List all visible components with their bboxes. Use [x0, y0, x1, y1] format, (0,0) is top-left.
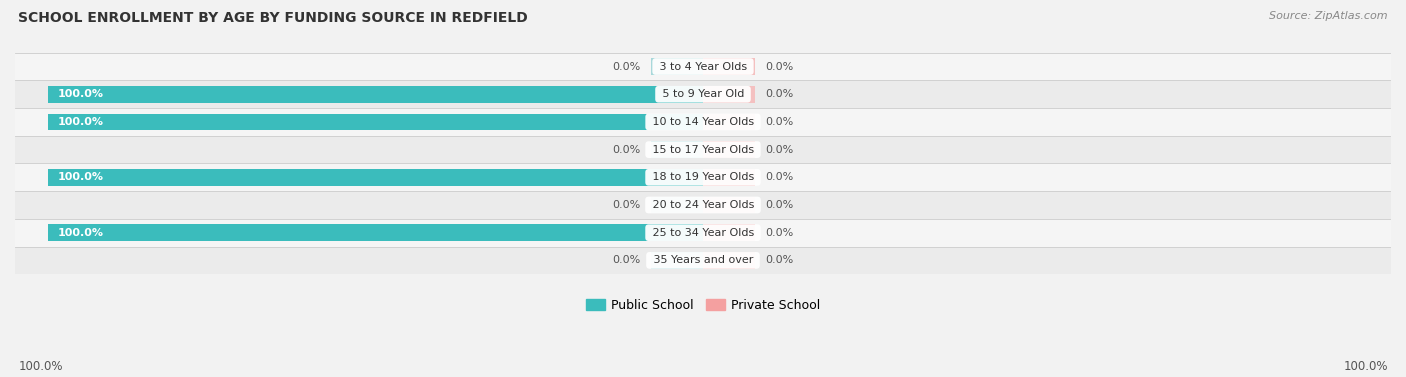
Text: 0.0%: 0.0% — [613, 200, 641, 210]
Bar — [651, 197, 703, 213]
Legend: Public School, Private School: Public School, Private School — [581, 294, 825, 317]
Text: 0.0%: 0.0% — [613, 255, 641, 265]
Bar — [48, 169, 703, 185]
Bar — [651, 252, 703, 269]
Bar — [48, 113, 703, 130]
Bar — [703, 58, 755, 75]
Bar — [15, 191, 1391, 219]
Bar — [15, 219, 1391, 247]
Text: 15 to 17 Year Olds: 15 to 17 Year Olds — [648, 145, 758, 155]
Text: 0.0%: 0.0% — [765, 228, 793, 238]
Bar — [703, 86, 755, 103]
Text: 100.0%: 100.0% — [18, 360, 63, 373]
Bar — [703, 169, 755, 185]
Text: 0.0%: 0.0% — [765, 255, 793, 265]
Bar — [703, 252, 755, 269]
Text: 100.0%: 100.0% — [58, 172, 104, 182]
Text: 3 to 4 Year Olds: 3 to 4 Year Olds — [655, 61, 751, 72]
Bar — [15, 247, 1391, 274]
Text: 0.0%: 0.0% — [613, 145, 641, 155]
Text: 0.0%: 0.0% — [765, 145, 793, 155]
Text: SCHOOL ENROLLMENT BY AGE BY FUNDING SOURCE IN REDFIELD: SCHOOL ENROLLMENT BY AGE BY FUNDING SOUR… — [18, 11, 529, 25]
Text: 0.0%: 0.0% — [765, 117, 793, 127]
Text: 18 to 19 Year Olds: 18 to 19 Year Olds — [648, 172, 758, 182]
Text: 0.0%: 0.0% — [765, 172, 793, 182]
Bar — [48, 224, 703, 241]
Text: 35 Years and over: 35 Years and over — [650, 255, 756, 265]
Bar — [703, 197, 755, 213]
Text: 10 to 14 Year Olds: 10 to 14 Year Olds — [648, 117, 758, 127]
Bar — [703, 141, 755, 158]
Text: 100.0%: 100.0% — [1343, 360, 1388, 373]
Bar — [703, 224, 755, 241]
Text: 0.0%: 0.0% — [613, 61, 641, 72]
Bar — [15, 164, 1391, 191]
Bar — [48, 86, 703, 103]
Text: 0.0%: 0.0% — [765, 89, 793, 99]
Text: 25 to 34 Year Olds: 25 to 34 Year Olds — [648, 228, 758, 238]
Bar — [651, 58, 703, 75]
Text: 0.0%: 0.0% — [765, 61, 793, 72]
Text: Source: ZipAtlas.com: Source: ZipAtlas.com — [1270, 11, 1388, 21]
Bar — [651, 141, 703, 158]
Text: 20 to 24 Year Olds: 20 to 24 Year Olds — [648, 200, 758, 210]
Bar — [15, 53, 1391, 80]
Text: 5 to 9 Year Old: 5 to 9 Year Old — [658, 89, 748, 99]
Bar — [703, 113, 755, 130]
Text: 100.0%: 100.0% — [58, 117, 104, 127]
Text: 100.0%: 100.0% — [58, 228, 104, 238]
Bar — [15, 136, 1391, 164]
Bar — [15, 108, 1391, 136]
Bar — [15, 80, 1391, 108]
Text: 100.0%: 100.0% — [58, 89, 104, 99]
Text: 0.0%: 0.0% — [765, 200, 793, 210]
